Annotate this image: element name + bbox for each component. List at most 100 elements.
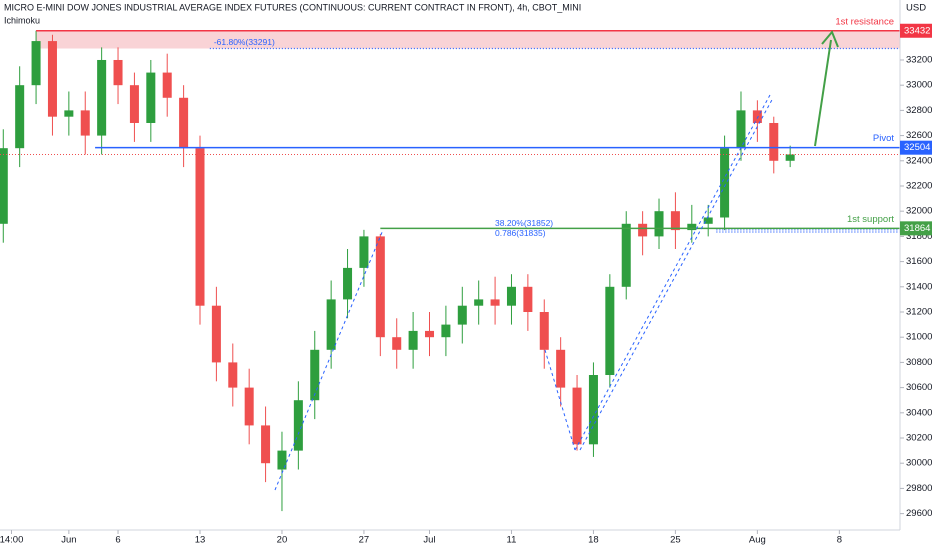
price-axis (900, 0, 932, 550)
candle-body (752, 110, 762, 123)
candle-body (375, 236, 385, 338)
candle-body (785, 154, 795, 161)
x-tick-label: 18 (588, 535, 599, 546)
time-axis (0, 530, 932, 550)
y-tick-label: 32800 (906, 105, 932, 116)
candle-body (80, 110, 90, 136)
arrow-head (821, 30, 839, 48)
candle-body (720, 148, 730, 218)
candle-body (441, 324, 451, 338)
candle-body (310, 349, 320, 401)
candle-body (326, 299, 336, 350)
candle-body (293, 400, 303, 451)
candle-body (687, 223, 697, 231)
arrow-shaft (814, 39, 832, 147)
y-tick-label: 30200 (906, 433, 932, 444)
candle-body (572, 387, 582, 445)
candle-body (670, 211, 680, 231)
indicator-name: Ichimoku (4, 15, 40, 25)
plot-area: -61.80%(33291) 38.20%(31852)0.786(31835) 1… (0, 16, 901, 512)
candle-body (556, 349, 566, 388)
y-tick-label: 32400 (906, 155, 932, 166)
x-tick-label: 27 (359, 535, 370, 546)
candle-body (31, 41, 41, 86)
candle-body (408, 330, 418, 350)
candle-body (244, 387, 254, 426)
y-tick-label: 30600 (906, 382, 932, 393)
y-tick-label: 31600 (906, 256, 932, 267)
level-name: 1st support (847, 214, 894, 225)
y-tick-label: 31200 (906, 307, 932, 318)
price-badge-label: 32504 (904, 142, 930, 153)
candle-body (654, 211, 664, 237)
candle-body (261, 425, 271, 464)
candle-body (343, 267, 353, 300)
candle-body (490, 299, 500, 306)
price-badge (900, 23, 932, 38)
resistance-zone (36, 30, 901, 49)
x-tick-label: 20 (277, 535, 288, 546)
candle-body (129, 85, 139, 123)
candle-body (64, 110, 74, 117)
pattern-leg (274, 229, 384, 491)
candle-body (605, 286, 615, 376)
candle-body (539, 312, 549, 350)
candle-body (47, 41, 57, 117)
x-tick-label: 13 (195, 535, 206, 546)
chart-title: MICRO E-MINI DOW JONES INDUSTRIAL AVERAG… (4, 2, 581, 12)
price-badge-label: 33432 (904, 25, 930, 36)
candle-body (179, 97, 189, 149)
y-tick-label: 31800 (906, 231, 932, 242)
candle-body (0, 148, 8, 224)
candle-body (162, 72, 172, 98)
y-tick-label: 30400 (906, 407, 932, 418)
currency-label: USD (906, 3, 926, 14)
y-tick-label: 32600 (906, 130, 932, 141)
y-tick-label: 29600 (906, 508, 932, 519)
projection-arrow (814, 30, 839, 147)
fib-label: 0.786(31835) (495, 228, 546, 238)
candle-body (228, 362, 238, 388)
fib-label: -61.80%(33291) (214, 37, 275, 47)
candle-body (474, 299, 484, 306)
candle-body (195, 148, 205, 306)
candle-body (588, 375, 598, 445)
y-tick-label: 30000 (906, 458, 932, 469)
candle-body (457, 305, 467, 325)
x-tick-label: 6 (115, 535, 120, 546)
price-badge-label: 31864 (904, 223, 930, 234)
x-tick-label: 25 (670, 535, 681, 546)
price-badge (900, 140, 932, 155)
candle-body (392, 337, 402, 350)
candle-body (425, 330, 435, 338)
candle-body (97, 59, 107, 136)
x-tick-label: Jun (61, 535, 76, 546)
candle-body (638, 223, 648, 237)
x-tick-label: 8 (837, 535, 842, 546)
candle-body (211, 305, 221, 363)
y-tick-label: 31000 (906, 332, 932, 343)
candle-body (277, 450, 287, 470)
candle-body (359, 236, 369, 268)
y-tick-label: 33000 (906, 80, 932, 91)
pattern-lines (274, 94, 774, 491)
candle-body (736, 110, 746, 149)
y-tick-label: 32200 (906, 181, 932, 192)
x-tick-label: Aug (749, 535, 766, 546)
y-tick-label: 33200 (906, 54, 932, 65)
candle-body (703, 217, 713, 224)
price-badge (900, 221, 932, 236)
x-tick-label: 11 (507, 535, 517, 546)
y-tick-label: 30800 (906, 357, 932, 368)
candle-body (523, 286, 533, 313)
candle-body (15, 85, 25, 149)
x-tick-label: Jul (423, 535, 435, 546)
x-tick-label: 14:00 (0, 535, 23, 546)
y-tick-label: 31400 (906, 281, 932, 292)
y-tick-label: 29800 (906, 483, 932, 494)
candle-body (506, 286, 516, 306)
pattern-leg (574, 94, 771, 451)
